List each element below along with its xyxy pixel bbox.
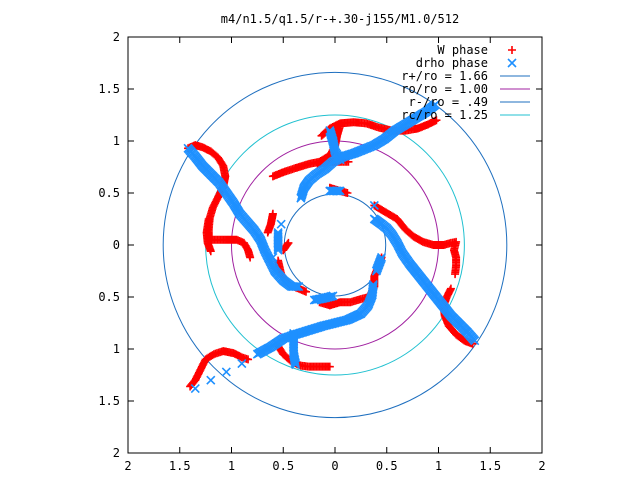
- data-point: [276, 219, 286, 229]
- data-point: [268, 252, 278, 263]
- data-point: [369, 200, 379, 211]
- data-point: [432, 116, 441, 125]
- data-point: [206, 247, 215, 256]
- data-point: [451, 270, 460, 279]
- data-point: [291, 360, 301, 370]
- legend-label: ro/ro = 1.00: [401, 82, 488, 96]
- legend-marker: [508, 46, 516, 54]
- data-point: [296, 193, 306, 203]
- chart-title: m4/n1.5/q1.5/r-+.30-j155/M1.0/512: [221, 12, 459, 26]
- data-point: [446, 284, 455, 293]
- data-point: [343, 189, 352, 197]
- x-tick-label: 2: [124, 459, 131, 473]
- x-tick-label: 1: [435, 459, 442, 473]
- x-tick-label: 0.5: [376, 459, 398, 473]
- y-tick-label: 1.5: [98, 394, 120, 408]
- data-point: [273, 230, 283, 240]
- legend-label: W phase: [437, 43, 488, 57]
- legend-label: drho phase: [416, 56, 488, 70]
- data-point: [334, 186, 344, 196]
- y-tick-label: 0: [113, 238, 120, 252]
- data-point: [290, 357, 300, 367]
- data-point: [369, 214, 379, 224]
- reference-circle: [162, 71, 508, 419]
- y-tick-label: 1: [113, 342, 120, 356]
- data-point: [273, 227, 283, 238]
- data-point: [294, 282, 304, 292]
- data-point: [368, 281, 378, 291]
- data-point: [368, 282, 378, 293]
- data-point: [311, 295, 321, 305]
- data-point: [246, 253, 255, 262]
- x-tick-label: 0.5: [272, 459, 294, 473]
- data-series: [183, 100, 480, 394]
- data-point: [290, 358, 300, 368]
- y-tick-label: 2: [113, 446, 120, 460]
- x-tick-label: 2: [538, 459, 545, 473]
- x-tick-label: 1.5: [479, 459, 501, 473]
- data-point: [332, 186, 342, 196]
- y-tick-label: 0.5: [98, 290, 120, 304]
- data-point: [336, 121, 345, 130]
- y-tick-label: 1.5: [98, 82, 120, 96]
- x-tick-label: 1.5: [169, 459, 191, 473]
- data-point: [309, 295, 319, 305]
- x-tick-label: 1: [228, 459, 235, 473]
- data-point: [312, 294, 322, 305]
- data-point: [221, 367, 231, 377]
- data-point: [206, 375, 216, 385]
- data-point: [190, 383, 200, 394]
- data-point: [291, 282, 301, 292]
- y-tick-label: 1: [113, 134, 120, 148]
- legend-label: r+/ro = 1.66: [401, 69, 488, 83]
- legend-marker: [507, 58, 517, 68]
- series-drho-phase: [183, 100, 480, 394]
- data-point: [371, 266, 381, 276]
- y-tick-label: 2: [113, 30, 120, 44]
- data-point: [335, 186, 345, 196]
- legend-label: rc/ro = 1.25: [401, 108, 488, 122]
- data-point: [263, 228, 272, 237]
- data-point: [368, 279, 378, 290]
- y-tick-label: 0.5: [98, 186, 120, 200]
- data-point: [292, 282, 302, 292]
- legend-label: r-/ro = .49: [409, 95, 488, 109]
- data-point: [302, 287, 311, 296]
- data-point: [335, 155, 345, 165]
- axis-ticks: 2 1.5 1 0.5 0 0.5 1 1.5 221.510.500.511.52: [98, 30, 545, 473]
- data-point: [273, 229, 283, 239]
- data-point: [237, 358, 247, 369]
- x-tick-label: 0: [331, 459, 338, 473]
